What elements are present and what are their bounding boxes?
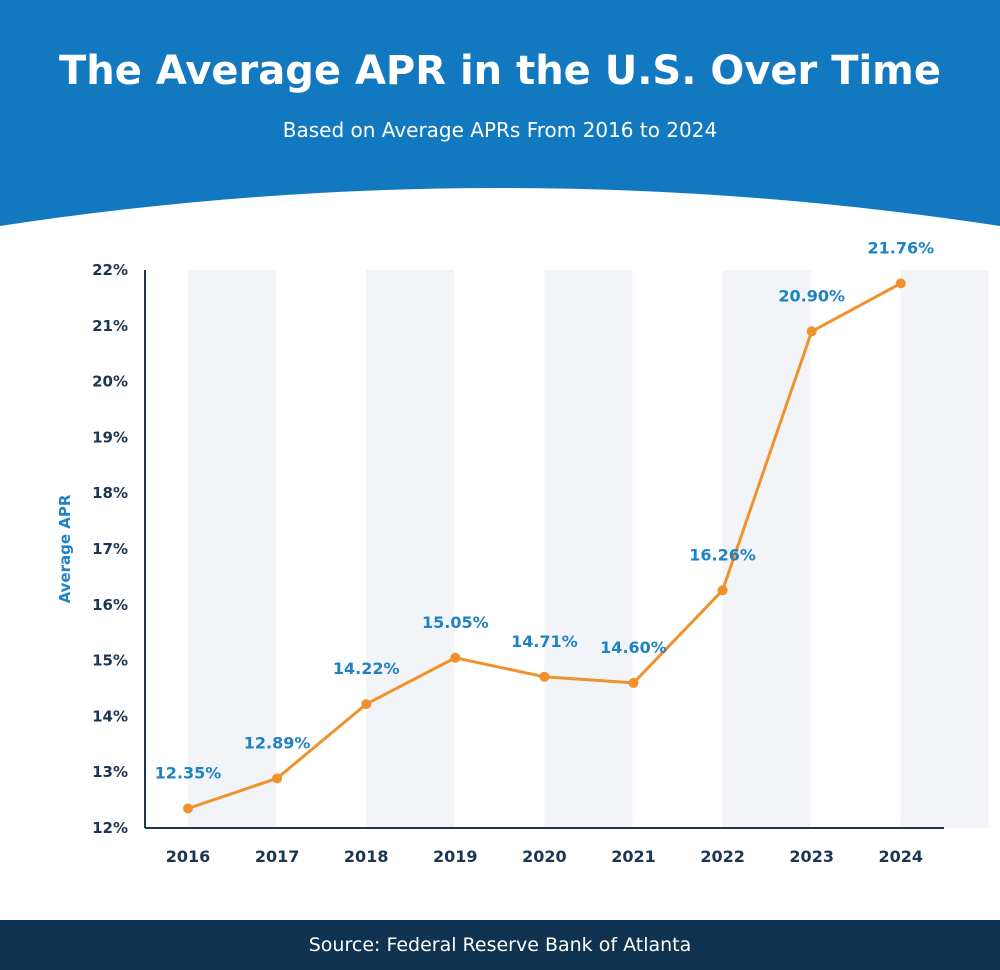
x-tick-label: 2020 — [522, 847, 567, 866]
y-tick-label: 20% — [92, 373, 128, 391]
footer-background — [0, 920, 1000, 970]
column-band — [188, 270, 276, 828]
x-tick-label: 2016 — [166, 847, 211, 866]
data-label: 12.35% — [155, 763, 222, 782]
data-label: 20.90% — [778, 286, 845, 305]
y-tick-label: 18% — [92, 484, 128, 502]
chart-title: The Average APR in the U.S. Over Time — [59, 48, 941, 94]
plot-area: 12% 13% 14% 15% 16% 17% 18% 19% 20% 21% 22% 2016 201… — [56, 238, 989, 866]
data-label: 16.26% — [689, 545, 756, 564]
y-tick-label: 17% — [92, 540, 128, 558]
data-point — [183, 803, 193, 814]
data-label: 14.60% — [600, 638, 667, 657]
y-tick-label: 14% — [92, 707, 128, 725]
column-band — [544, 270, 633, 828]
x-tick-label: 2023 — [789, 847, 834, 866]
column-band — [366, 270, 455, 828]
data-point — [806, 326, 817, 337]
data-label: 12.89% — [244, 733, 311, 752]
x-tick-label: 2019 — [433, 847, 478, 866]
y-tick-label: 15% — [92, 652, 128, 670]
x-tick-label: 2024 — [879, 847, 924, 866]
y-tick-label: 13% — [92, 763, 128, 781]
data-point — [450, 652, 461, 663]
data-point — [628, 677, 639, 688]
y-tick-label: 12% — [92, 819, 128, 837]
column-band — [900, 270, 989, 828]
y-tick-label: 19% — [92, 428, 128, 446]
y-axis-title: Average APR — [56, 494, 74, 603]
data-point — [272, 773, 283, 784]
x-tick-label: 2021 — [611, 847, 656, 866]
data-point — [539, 671, 550, 682]
data-label: 14.71% — [511, 632, 578, 651]
source-note: Source: Federal Reserve Bank of Atlanta — [309, 934, 692, 956]
x-tick-label: 2018 — [344, 847, 389, 866]
chart-subtitle: Based on Average APRs From 2016 to 2024 — [283, 118, 717, 142]
y-tick-label: 22% — [92, 261, 128, 279]
data-label: 21.76% — [867, 238, 934, 257]
data-label: 14.22% — [333, 659, 400, 678]
data-point — [895, 278, 906, 289]
x-tick-label: 2017 — [255, 847, 300, 866]
header-background — [0, 0, 1000, 226]
y-tick-label: 21% — [92, 317, 128, 335]
data-point — [361, 699, 372, 710]
x-tick-label: 2022 — [700, 847, 745, 866]
data-point — [717, 585, 728, 596]
y-tick-label: 16% — [92, 596, 128, 614]
data-label: 15.05% — [422, 613, 489, 632]
